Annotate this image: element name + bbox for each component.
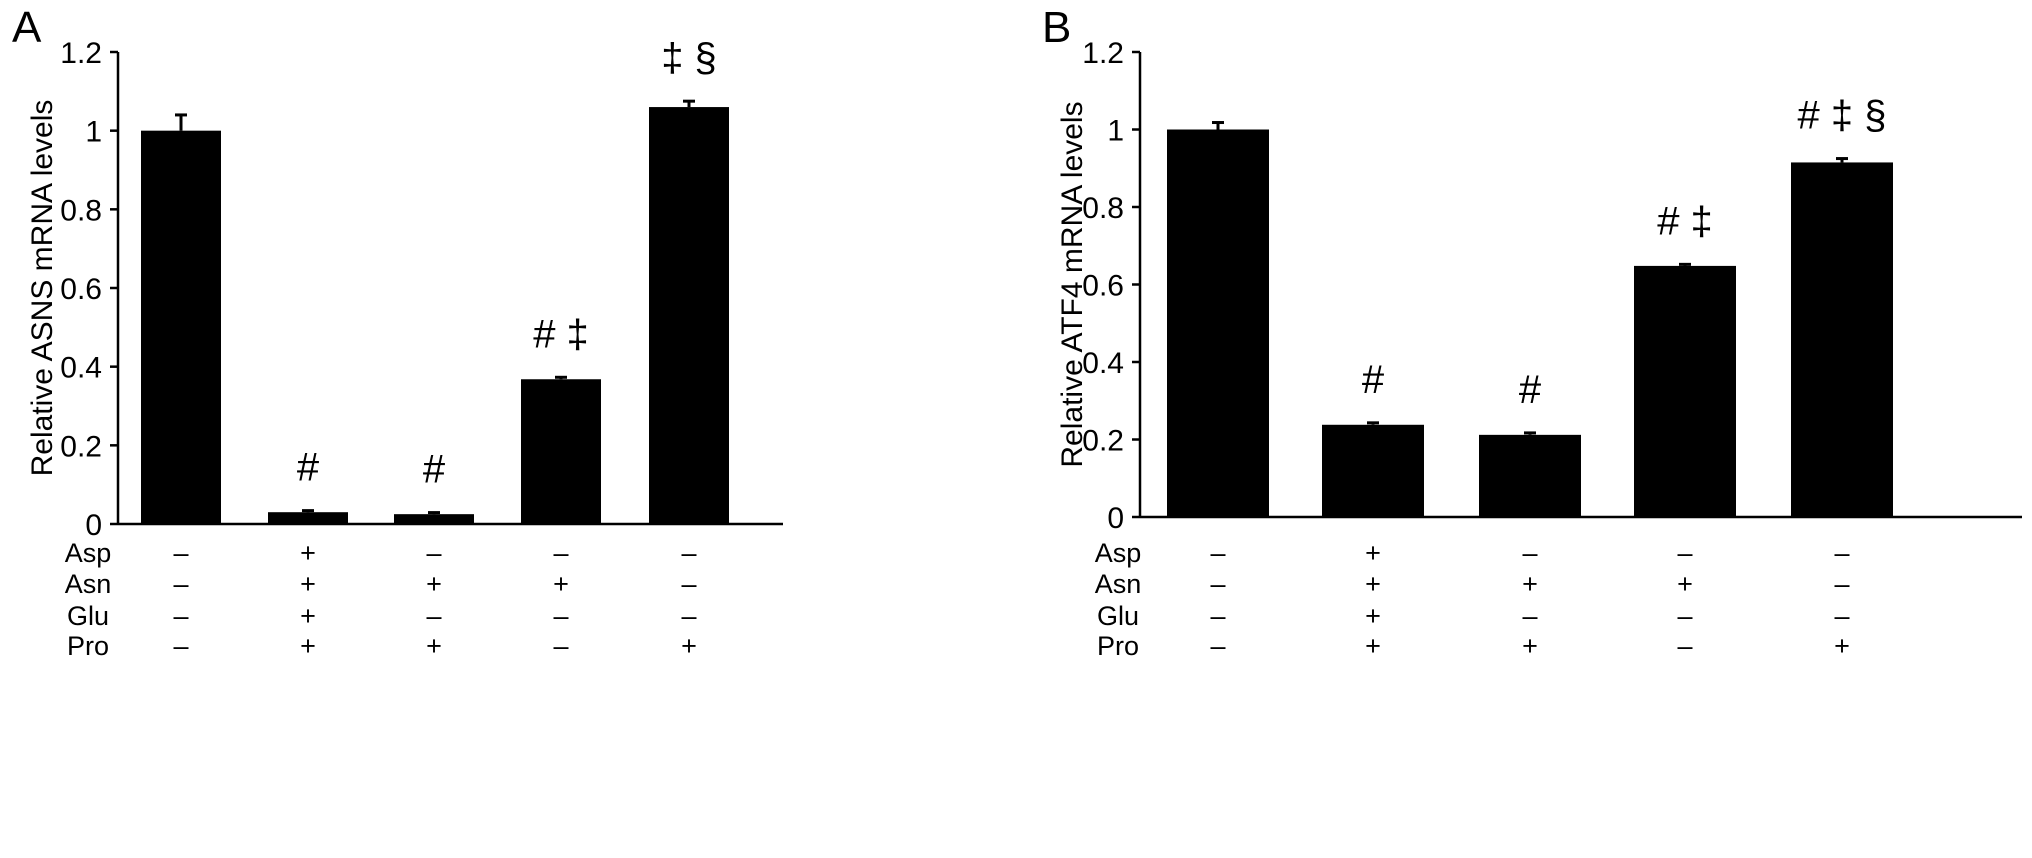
panel-a-bar <box>268 512 348 524</box>
panel-a-condition-label: Pro <box>67 631 109 661</box>
panel-b-y-tick-label: 1 <box>1107 115 1124 148</box>
panel-a-condition-mark: – <box>173 538 188 568</box>
panel-b-condition-mark: – <box>1834 538 1849 568</box>
panel-b-condition-mark: + <box>1677 569 1693 599</box>
panel-b-bar <box>1634 265 1736 517</box>
panel-a-condition-mark: + <box>300 601 316 631</box>
panel-a-condition-mark: – <box>426 538 441 568</box>
panel-a-y-tick-label: 0.8 <box>60 194 102 227</box>
panel-a-significance-label: # <box>423 448 446 492</box>
panel-b-bar <box>1791 162 1893 517</box>
panel-a-bar <box>521 379 601 524</box>
panel-a-condition-mark: – <box>553 601 568 631</box>
panel-a-significance-label: # <box>297 446 320 490</box>
panel-b-condition-mark: + <box>1365 569 1381 599</box>
panel-b-y-axis-label: Relative ATF4 mRNA levels <box>1056 101 1089 467</box>
panel-b-condition-mark: – <box>1677 538 1692 568</box>
panel-b-condition-label: Pro <box>1097 631 1139 661</box>
panel-b-condition-mark: – <box>1522 538 1537 568</box>
panel-a-condition-mark: – <box>681 601 696 631</box>
panel-a-y-tick-label: 0.6 <box>60 273 102 306</box>
panel-a-condition-mark: + <box>426 569 442 599</box>
panel-a-condition-mark: + <box>553 569 569 599</box>
panel-a-y-axis-label: Relative ASNS mRNA levels <box>26 100 59 477</box>
panel-b-bar <box>1479 434 1581 517</box>
panel-a-condition-mark: – <box>553 631 568 661</box>
panel-b-significance-label: # <box>1362 358 1385 402</box>
panel-a-condition-mark: – <box>553 538 568 568</box>
panel-b-condition-mark: + <box>1365 631 1381 661</box>
panel-a-bar <box>394 514 474 524</box>
panel-b-condition-mark: – <box>1834 569 1849 599</box>
panel-a-significance-label: ‡ § <box>661 36 717 80</box>
panel-b-y-tick-label: 1.2 <box>1082 37 1124 70</box>
panel-b-significance-label: # <box>1519 368 1542 412</box>
panel-b-condition-mark: – <box>1210 631 1225 661</box>
panel-a-condition-mark: + <box>300 538 316 568</box>
panel-a-condition-label: Asn <box>65 569 112 599</box>
panel-b-condition-label: Asp <box>1095 538 1142 568</box>
panel-b-y-tick-label: 0.2 <box>1082 425 1124 458</box>
panel-b-condition-mark: + <box>1834 631 1850 661</box>
panel-a-y-tick-label: 0 <box>85 509 102 542</box>
panel-a-condition-mark: – <box>681 569 696 599</box>
panel-a-condition-mark: – <box>681 538 696 568</box>
panel-b-condition-mark: + <box>1522 631 1538 661</box>
panel-a-condition-mark: + <box>426 631 442 661</box>
panel-a-condition-mark: – <box>173 569 188 599</box>
panel-b-condition-mark: – <box>1677 601 1692 631</box>
panel-b-condition-mark: – <box>1834 601 1849 631</box>
panel-b-y-tick-label: 0.8 <box>1082 192 1124 225</box>
panel-a-condition-mark: – <box>173 631 188 661</box>
panel-b-condition-label: Asn <box>1095 569 1142 599</box>
panel-b-condition-mark: – <box>1210 538 1225 568</box>
panel-a-condition-mark: – <box>173 601 188 631</box>
panel-a-y-tick-label: 1 <box>85 116 102 149</box>
panel-b-significance-label: # ‡ § <box>1798 94 1887 138</box>
panel-a-letter: A <box>12 3 42 52</box>
panel-b-condition-mark: + <box>1522 569 1538 599</box>
panel-b-significance-label: # ‡ <box>1657 199 1713 243</box>
panel-b-condition-mark: – <box>1210 601 1225 631</box>
panel-a-y-tick-label: 0.2 <box>60 430 102 463</box>
panel-b-y-tick-label: 0 <box>1107 502 1124 535</box>
panel-b-y-tick-label: 0.4 <box>1082 347 1124 380</box>
panel-b-condition-mark: – <box>1210 569 1225 599</box>
panel-a-condition-mark: – <box>426 601 441 631</box>
panel-a-condition-label: Asp <box>65 538 112 568</box>
panel-b-condition-mark: – <box>1677 631 1692 661</box>
panel-a-condition-mark: + <box>300 631 316 661</box>
panel-b-letter: B <box>1042 3 1071 52</box>
panel-a-condition-mark: + <box>300 569 316 599</box>
panel-a-y-tick-label: 0.4 <box>60 352 102 385</box>
panel-a-bar <box>649 107 729 525</box>
panel-b-bar <box>1167 129 1269 517</box>
panel-b-condition-mark: – <box>1522 601 1537 631</box>
panel-b-bar <box>1322 424 1424 517</box>
panel-a-y-tick-label: 1.2 <box>60 37 102 70</box>
panel-a-bar <box>141 130 221 524</box>
panel-a-condition-label: Glu <box>67 601 109 631</box>
panel-b-condition-mark: + <box>1365 538 1381 568</box>
panel-b-y-tick-label: 0.6 <box>1082 270 1124 303</box>
panel-b-condition-label: Glu <box>1097 601 1139 631</box>
panel-a-condition-mark: + <box>681 631 697 661</box>
panel-b-condition-mark: + <box>1365 601 1381 631</box>
panel-a-significance-label: # ‡ <box>533 312 589 356</box>
